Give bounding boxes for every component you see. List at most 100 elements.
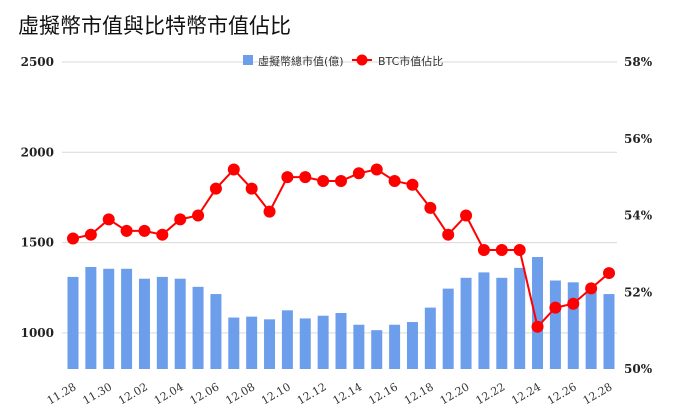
y-left-tick-label: 2500 — [21, 55, 54, 69]
line-point — [209, 182, 222, 195]
bar-mark — [514, 267, 526, 369]
bar-mark — [549, 280, 561, 369]
bar-mark — [67, 276, 79, 369]
legend-line-label: BTC市值佔比 — [378, 54, 443, 68]
line-point — [120, 224, 133, 237]
left-axis-ticks: 1000 1500 2000 2500 — [21, 55, 54, 340]
bar-mark — [603, 294, 615, 369]
line-point — [370, 163, 383, 176]
line-point — [603, 267, 615, 280]
bar-mark — [103, 268, 115, 369]
line-point — [245, 182, 258, 195]
y-right-tick-label: 56% — [624, 132, 653, 146]
line-point — [174, 213, 187, 226]
y-left-tick-label: 2000 — [21, 145, 54, 159]
x-tick-label: 12.24 — [509, 380, 543, 407]
bar-mark — [585, 288, 597, 369]
line-point — [317, 174, 330, 187]
x-tick-label: 11.28 — [45, 380, 79, 407]
y-right-tick-label: 52% — [624, 285, 653, 299]
bar-mark — [442, 288, 454, 369]
y-left-tick-label: 1500 — [21, 236, 54, 250]
bar-mark — [281, 310, 293, 369]
right-axis-ticks: 50% 52% 54% 56% 58% — [624, 55, 653, 376]
line-point — [585, 282, 598, 295]
x-tick-label: 12.16 — [366, 380, 400, 407]
x-tick-label: 12.22 — [474, 380, 508, 407]
line-point — [549, 301, 562, 314]
x-tick-label: 12.02 — [116, 380, 150, 407]
bar-mark — [174, 278, 186, 369]
line-point — [531, 320, 544, 333]
bar-mark — [138, 278, 150, 369]
y-left-tick-label: 1000 — [21, 326, 54, 340]
bar-mark — [567, 282, 579, 369]
x-tick-label: 12.08 — [223, 380, 257, 407]
bar-mark — [406, 322, 418, 369]
line-point — [352, 167, 365, 180]
y-right-tick-label: 50% — [624, 362, 653, 376]
bar-mark — [335, 313, 347, 369]
legend: 虛擬幣總市值(億) BTC市值佔比 — [243, 54, 443, 68]
legend-bar-label: 虛擬幣總市值(億) — [258, 54, 344, 68]
x-tick-label: 12.20 — [438, 380, 472, 407]
x-tick-label: 12.14 — [331, 380, 365, 407]
bar-mark — [353, 324, 365, 369]
bar-mark — [156, 276, 168, 369]
x-tick-label: 11.30 — [80, 380, 114, 407]
line-point — [281, 171, 294, 184]
x-tick-label: 12.12 — [295, 380, 329, 407]
line-point — [495, 244, 508, 257]
bar-mark — [460, 277, 472, 369]
y-right-tick-label: 58% — [624, 55, 653, 69]
bar-mark — [299, 318, 311, 369]
line-point — [388, 174, 401, 187]
bar-series — [67, 257, 615, 369]
x-tick-label: 12.06 — [188, 380, 222, 407]
legend-line-marker — [356, 54, 368, 66]
x-tick-label: 12.26 — [545, 380, 579, 407]
bar-mark — [496, 277, 508, 369]
bar-mark — [85, 266, 97, 369]
x-tick-label: 12.28 — [581, 380, 615, 407]
line-point — [442, 228, 455, 241]
line-series — [67, 163, 615, 333]
chart-title: 虛擬幣市值與比特幣市值佔比 — [18, 14, 291, 38]
line-point — [335, 174, 347, 187]
line-point — [263, 205, 276, 218]
bar-mark — [424, 307, 436, 369]
line-point — [227, 163, 240, 176]
bar-mark — [389, 324, 401, 369]
x-axis-ticks: 11.28 11.30 12.02 12.04 12.06 12.08 12.10 12.12… — [45, 380, 615, 407]
line-point — [424, 201, 437, 214]
line-point — [84, 228, 97, 241]
bar-mark — [264, 319, 276, 369]
bar-mark — [121, 268, 133, 369]
bar-mark — [246, 316, 258, 369]
y-right-tick-label: 54% — [624, 209, 653, 223]
bar-mark — [192, 286, 204, 369]
bar-mark — [478, 272, 490, 369]
bar-mark — [371, 330, 383, 369]
x-tick-label: 12.18 — [402, 380, 436, 407]
line-point — [460, 209, 473, 222]
btc-share-line — [72, 167, 610, 329]
bar-mark — [532, 257, 544, 369]
x-tick-label: 12.10 — [259, 380, 293, 407]
bar-mark — [210, 294, 222, 369]
line-point — [406, 178, 419, 191]
line-point — [138, 224, 151, 237]
legend-bar-swatch — [243, 55, 253, 65]
line-point — [102, 213, 115, 226]
line-point — [567, 297, 580, 310]
line-point — [192, 209, 205, 222]
line-point — [477, 244, 490, 257]
line-point — [299, 171, 312, 184]
line-point — [156, 228, 169, 241]
line-point — [67, 232, 79, 245]
line-point — [513, 244, 526, 257]
x-tick-label: 12.04 — [152, 380, 186, 407]
bar-mark — [228, 317, 240, 369]
bar-mark — [317, 315, 329, 369]
